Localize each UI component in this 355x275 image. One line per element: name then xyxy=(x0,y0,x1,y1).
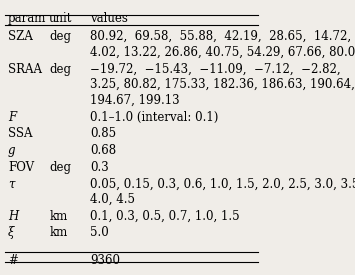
Text: SSA: SSA xyxy=(8,127,32,140)
Text: 4.0, 4.5: 4.0, 4.5 xyxy=(91,193,136,206)
Text: #: # xyxy=(8,254,18,267)
Text: −19.72,  −15.43,  −11.09,  −7.12,  −2.82,: −19.72, −15.43, −11.09, −7.12, −2.82, xyxy=(91,63,341,76)
Text: 0.1, 0.3, 0.5, 0.7, 1.0, 1.5: 0.1, 0.3, 0.5, 0.7, 1.0, 1.5 xyxy=(91,210,240,223)
Text: 0.05, 0.15, 0.3, 0.6, 1.0, 1.5, 2.0, 2.5, 3.0, 3.5,: 0.05, 0.15, 0.3, 0.6, 1.0, 1.5, 2.0, 2.5… xyxy=(91,177,355,190)
Text: 80.92,  69.58,  55.88,  42.19,  28.65,  14.72,: 80.92, 69.58, 55.88, 42.19, 28.65, 14.72… xyxy=(91,30,351,43)
Text: deg: deg xyxy=(49,161,71,174)
Text: F: F xyxy=(8,111,16,123)
Text: 0.1–1.0 (interval: 0.1): 0.1–1.0 (interval: 0.1) xyxy=(91,111,219,123)
Text: SZA: SZA xyxy=(8,30,33,43)
Text: param: param xyxy=(8,12,46,25)
Text: 0.3: 0.3 xyxy=(91,161,109,174)
Text: g: g xyxy=(8,144,15,157)
Text: values: values xyxy=(91,12,129,25)
Text: 0.68: 0.68 xyxy=(91,144,116,157)
Text: H: H xyxy=(8,210,18,223)
Text: FOV: FOV xyxy=(8,161,34,174)
Text: deg: deg xyxy=(49,30,71,43)
Text: km: km xyxy=(49,226,67,240)
Text: 3.25, 80.82, 175.33, 182.36, 186.63, 190.64,: 3.25, 80.82, 175.33, 182.36, 186.63, 190… xyxy=(91,78,355,91)
Text: km: km xyxy=(49,210,67,223)
Text: 194.67, 199.13: 194.67, 199.13 xyxy=(91,94,180,107)
Text: τ: τ xyxy=(8,177,15,190)
Text: unit: unit xyxy=(49,12,72,25)
Text: deg: deg xyxy=(49,63,71,76)
Text: 0.85: 0.85 xyxy=(91,127,116,140)
Text: 4.02, 13.22, 26.86, 40.75, 54.29, 67.66, 80.05: 4.02, 13.22, 26.86, 40.75, 54.29, 67.66,… xyxy=(91,46,355,59)
Text: 5.0: 5.0 xyxy=(91,226,109,240)
Text: ξ: ξ xyxy=(8,226,15,240)
Text: SRAA: SRAA xyxy=(8,63,42,76)
Text: 9360: 9360 xyxy=(91,254,120,267)
